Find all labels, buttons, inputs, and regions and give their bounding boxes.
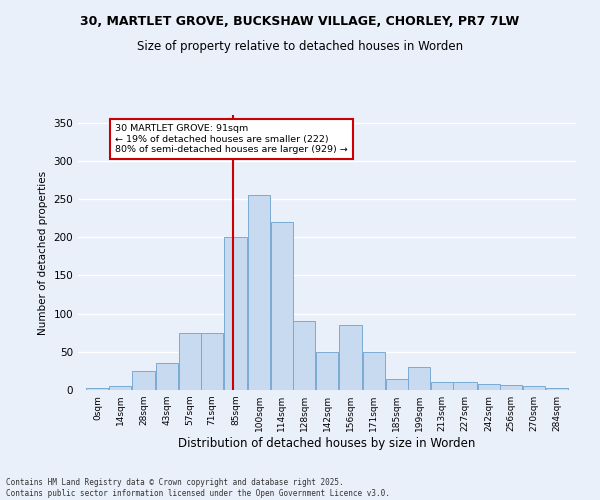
Bar	[523, 386, 545, 390]
X-axis label: Distribution of detached houses by size in Worden: Distribution of detached houses by size …	[178, 437, 476, 450]
Bar	[500, 384, 523, 390]
Bar	[316, 352, 338, 390]
Text: 30, MARTLET GROVE, BUCKSHAW VILLAGE, CHORLEY, PR7 7LW: 30, MARTLET GROVE, BUCKSHAW VILLAGE, CHO…	[80, 15, 520, 28]
Y-axis label: Number of detached properties: Number of detached properties	[38, 170, 48, 334]
Bar	[293, 322, 316, 390]
Bar	[408, 367, 430, 390]
Bar	[224, 237, 247, 390]
Bar	[478, 384, 500, 390]
Bar	[86, 388, 109, 390]
Bar	[338, 325, 362, 390]
Text: Size of property relative to detached houses in Worden: Size of property relative to detached ho…	[137, 40, 463, 53]
Text: 30 MARTLET GROVE: 91sqm
← 19% of detached houses are smaller (222)
80% of semi-d: 30 MARTLET GROVE: 91sqm ← 19% of detache…	[115, 124, 348, 154]
Bar	[271, 222, 293, 390]
Bar	[431, 382, 453, 390]
Bar	[386, 378, 407, 390]
Bar	[132, 371, 155, 390]
Bar	[109, 386, 131, 390]
Bar	[179, 332, 200, 390]
Bar	[156, 364, 178, 390]
Bar	[454, 382, 477, 390]
Bar	[545, 388, 568, 390]
Bar	[248, 195, 270, 390]
Text: Contains HM Land Registry data © Crown copyright and database right 2025.
Contai: Contains HM Land Registry data © Crown c…	[6, 478, 390, 498]
Bar	[363, 352, 385, 390]
Bar	[201, 332, 223, 390]
